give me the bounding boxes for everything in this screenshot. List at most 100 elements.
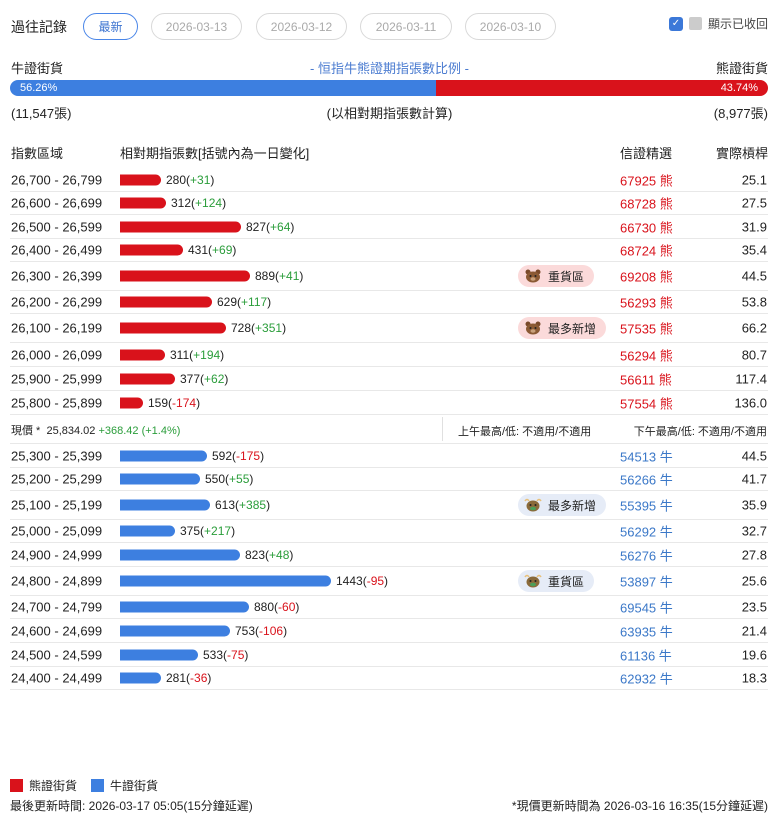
paren-open: ( bbox=[186, 671, 191, 685]
bull-icon bbox=[524, 498, 542, 512]
table-row: 24,400 - 24,499 281(-36) 62932 牛 18.3 bbox=[10, 667, 768, 690]
warrant-code-link[interactable]: 53897 牛 bbox=[620, 574, 673, 590]
tab-latest[interactable]: 最新 bbox=[83, 13, 138, 40]
warrant-code-link[interactable]: 63935 牛 bbox=[620, 624, 673, 639]
top-bar: 過往記錄 最新 2026-03-13 2026-03-12 2026-03-11… bbox=[0, 0, 778, 52]
leverage-cell: 31.9 bbox=[741, 219, 767, 234]
range-cell: 24,900 - 24,999 bbox=[11, 547, 103, 562]
warrant-code-link[interactable]: 68728 熊 bbox=[620, 196, 673, 212]
paren-open: ( bbox=[200, 371, 205, 386]
leverage-cell: 44.5 bbox=[741, 448, 767, 463]
change-value: -75 bbox=[227, 647, 245, 662]
count-value: 280 bbox=[166, 172, 187, 187]
bear-bar bbox=[120, 197, 166, 209]
price-updated: *現價更新時間為 2026-03-16 16:35(15分鐘延遲) bbox=[511, 799, 768, 813]
bull-bar bbox=[120, 549, 240, 560]
warrant-code-link[interactable]: 54513 牛 bbox=[620, 449, 673, 464]
paren-open: ( bbox=[200, 524, 205, 538]
warrant-code-link[interactable]: 56293 熊 bbox=[620, 295, 673, 311]
bull-bar bbox=[120, 625, 230, 636]
range-cell: 26,100 - 26,199 bbox=[11, 320, 103, 336]
tab-date-3[interactable]: 2026-03-11 bbox=[360, 13, 452, 40]
show-recovered-toggle[interactable]: ✓ 顯示已收回 bbox=[668, 15, 768, 32]
range-cell: 26,600 - 26,699 bbox=[11, 195, 103, 211]
change-value: +31 bbox=[190, 172, 211, 187]
change-value: -36 bbox=[190, 671, 208, 685]
warrant-code-link[interactable]: 57554 熊 bbox=[620, 396, 673, 411]
count-cell: 1443(-95) bbox=[336, 574, 388, 588]
bull-swatch bbox=[91, 779, 105, 792]
warrant-code-link[interactable]: 56611 熊 bbox=[620, 372, 672, 387]
tag-label: 重貨區 bbox=[548, 574, 585, 589]
paren-close: ) bbox=[295, 600, 300, 614]
count-cell: 280(+31) bbox=[166, 173, 214, 187]
count-value: 827 bbox=[246, 219, 267, 234]
warrant-code-link[interactable]: 62932 牛 bbox=[620, 671, 673, 687]
count-value: 533 bbox=[203, 647, 224, 662]
bull-bar bbox=[120, 575, 331, 587]
change-value: +41 bbox=[279, 269, 300, 283]
tab-date-4[interactable]: 2026-03-10 bbox=[465, 13, 556, 40]
count-value: 159 bbox=[148, 395, 169, 410]
paren-open: ( bbox=[168, 395, 173, 410]
warrant-code-link[interactable]: 57535 熊 bbox=[620, 321, 673, 337]
tag-label: 最多新增 bbox=[548, 498, 597, 513]
range-cell: 24,700 - 24,799 bbox=[11, 599, 103, 615]
count-cell: 592(-175) bbox=[212, 449, 264, 463]
tab-date-2[interactable]: 2026-03-12 bbox=[256, 13, 347, 40]
warrant-code-link[interactable]: 56266 牛 bbox=[620, 472, 673, 488]
warrant-code-link[interactable]: 55395 牛 bbox=[620, 498, 673, 514]
range-cell: 26,000 - 26,099 bbox=[11, 347, 103, 362]
warrant-code-link[interactable]: 68724 熊 bbox=[620, 243, 673, 259]
range-cell: 26,500 - 26,599 bbox=[11, 219, 103, 234]
tag-label: 重貨區 bbox=[548, 269, 585, 284]
count-cell: 377(+62) bbox=[180, 372, 228, 386]
paren-close: ) bbox=[283, 623, 288, 638]
count-cell: 375(+217) bbox=[180, 524, 235, 538]
count-value: 550 bbox=[205, 472, 226, 486]
paren-close: ) bbox=[299, 269, 304, 283]
bear-bar bbox=[120, 244, 183, 256]
warrant-code-link[interactable]: 69208 熊 bbox=[620, 269, 673, 285]
leverage-cell: 66.2 bbox=[741, 320, 767, 336]
current-price: 現價 * 25,834.02 +368.42 (+1.4%) bbox=[11, 422, 180, 438]
grey-square-icon bbox=[688, 17, 702, 30]
warrant-code-link[interactable]: 56276 牛 bbox=[620, 548, 673, 563]
change-value: +55 bbox=[229, 472, 250, 486]
table-row: 26,200 - 26,299 629(+117) 56293 熊 53.8 bbox=[10, 291, 768, 314]
warrant-code-link[interactable]: 56294 熊 bbox=[620, 348, 673, 363]
paren-open: ( bbox=[266, 219, 271, 234]
warrant-code-link[interactable]: 56292 牛 bbox=[620, 524, 673, 540]
bull-bar bbox=[120, 499, 210, 511]
range-cell: 25,800 - 25,899 bbox=[11, 395, 103, 410]
warrant-code-link[interactable]: 67925 熊 bbox=[620, 173, 673, 188]
bull-bar bbox=[120, 473, 200, 485]
ratio-header: 牛證街貨 - 恒指牛熊證期指張數比例 - 熊證街貨 bbox=[11, 58, 768, 76]
paren-close: ) bbox=[231, 524, 236, 538]
bear-bar bbox=[120, 322, 226, 334]
leverage-cell: 41.7 bbox=[741, 471, 767, 487]
count-cell: 281(-36) bbox=[166, 671, 211, 685]
paren-close: ) bbox=[267, 295, 272, 309]
warrant-code-link[interactable]: 69545 牛 bbox=[620, 600, 673, 616]
bear-bar bbox=[120, 174, 161, 185]
checkbox-checked-icon[interactable]: ✓ bbox=[668, 16, 683, 31]
leverage-cell: 136.0 bbox=[734, 395, 767, 410]
bear-tag-badge: 最多新增 bbox=[518, 317, 607, 339]
table-header: 指數區域 相對期指張數[括號內為一日變化] 信證精選 實際槓桿 bbox=[0, 143, 778, 165]
price-change: +368.42 (+1.4%) bbox=[98, 425, 181, 437]
count-value: 431 bbox=[188, 243, 209, 257]
leverage-cell: 53.8 bbox=[741, 294, 767, 310]
change-value: +194 bbox=[193, 347, 221, 362]
current-price-row: 現價 * 25,834.02 +368.42 (+1.4%) 上午最高/低: 不… bbox=[10, 414, 768, 444]
table-row: 25,200 - 25,299 550(+55) 56266 牛 41.7 bbox=[10, 468, 768, 491]
tag-label: 最多新增 bbox=[548, 321, 597, 336]
count-cell: 629(+117) bbox=[217, 295, 271, 309]
pm-high-low: 下午最高/低: 不適用/不適用 bbox=[633, 426, 767, 438]
warrant-code-link[interactable]: 61136 牛 bbox=[620, 648, 672, 663]
price-label: 現價 * bbox=[11, 425, 41, 437]
tab-date-1[interactable]: 2026-03-13 bbox=[151, 13, 242, 40]
leverage-cell: 19.6 bbox=[741, 647, 767, 662]
warrant-code-link[interactable]: 66730 熊 bbox=[620, 220, 673, 235]
change-value: -174 bbox=[172, 395, 197, 410]
